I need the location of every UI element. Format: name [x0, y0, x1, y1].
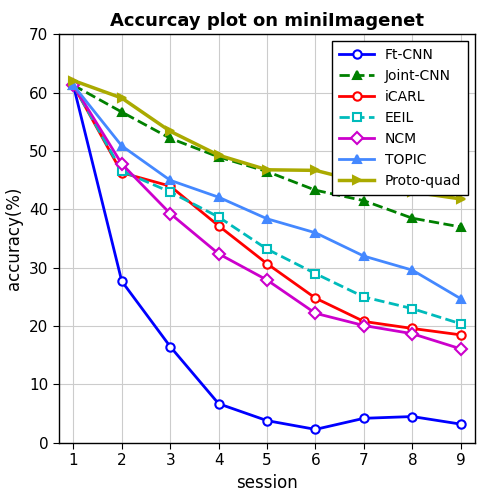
Joint-CNN	[410, 215, 416, 221]
Line: TOPIC: TOPIC	[69, 81, 465, 303]
Ft-CNN	[216, 401, 221, 407]
Joint-CNN	[216, 154, 221, 160]
Line: EEIL: EEIL	[69, 81, 465, 328]
NCM	[167, 211, 173, 216]
EEIL	[216, 214, 221, 220]
TOPIC	[313, 230, 318, 236]
Ft-CNN	[458, 421, 464, 427]
TOPIC	[119, 143, 124, 149]
EEIL	[167, 189, 173, 195]
Joint-CNN	[167, 135, 173, 141]
Proto-quad	[71, 78, 76, 84]
X-axis label: session: session	[236, 474, 298, 492]
Proto-quad	[167, 128, 173, 134]
Proto-quad	[264, 167, 270, 173]
Legend: Ft-CNN, Joint-CNN, iCARL, EEIL, NCM, TOPIC, Proto-quad: Ft-CNN, Joint-CNN, iCARL, EEIL, NCM, TOP…	[332, 41, 468, 195]
Joint-CNN	[361, 198, 367, 204]
Line: Proto-quad: Proto-quad	[69, 76, 465, 203]
NCM	[458, 346, 464, 352]
EEIL	[313, 271, 318, 277]
Line: Joint-CNN: Joint-CNN	[69, 81, 465, 231]
iCARL	[71, 82, 76, 88]
EEIL	[264, 246, 270, 252]
Ft-CNN	[119, 278, 124, 284]
TOPIC	[264, 216, 270, 222]
TOPIC	[216, 194, 221, 200]
Proto-quad	[458, 196, 464, 202]
NCM	[264, 277, 270, 283]
NCM	[71, 82, 76, 88]
Title: Accurcay plot on miniImagenet: Accurcay plot on miniImagenet	[110, 12, 424, 30]
Line: Ft-CNN: Ft-CNN	[69, 81, 465, 433]
Joint-CNN	[264, 169, 270, 175]
Proto-quad	[119, 95, 124, 101]
Ft-CNN	[71, 82, 76, 88]
Line: iCARL: iCARL	[69, 81, 465, 339]
iCARL	[264, 261, 270, 267]
iCARL	[313, 295, 318, 301]
TOPIC	[410, 267, 416, 273]
Ft-CNN	[264, 418, 270, 424]
NCM	[313, 310, 318, 316]
Ft-CNN	[167, 343, 173, 349]
iCARL	[361, 318, 367, 324]
Joint-CNN	[119, 109, 124, 115]
iCARL	[458, 332, 464, 338]
EEIL	[458, 321, 464, 327]
Ft-CNN	[313, 427, 318, 432]
NCM	[410, 331, 416, 337]
Ft-CNN	[361, 415, 367, 421]
Proto-quad	[313, 167, 318, 173]
TOPIC	[167, 177, 173, 183]
Proto-quad	[410, 189, 416, 195]
Ft-CNN	[410, 414, 416, 420]
Proto-quad	[361, 180, 367, 185]
Joint-CNN	[71, 82, 76, 88]
iCARL	[167, 183, 173, 189]
EEIL	[410, 306, 416, 311]
iCARL	[216, 223, 221, 229]
NCM	[361, 323, 367, 329]
EEIL	[361, 294, 367, 300]
TOPIC	[361, 253, 367, 259]
Y-axis label: accuracy(%): accuracy(%)	[5, 187, 24, 290]
TOPIC	[71, 82, 76, 88]
Proto-quad	[216, 152, 221, 158]
Line: NCM: NCM	[69, 81, 465, 353]
iCARL	[410, 326, 416, 332]
Joint-CNN	[458, 224, 464, 230]
iCARL	[119, 170, 124, 176]
NCM	[119, 161, 124, 167]
EEIL	[119, 168, 124, 174]
EEIL	[71, 82, 76, 88]
TOPIC	[458, 296, 464, 302]
NCM	[216, 251, 221, 257]
Joint-CNN	[313, 187, 318, 193]
